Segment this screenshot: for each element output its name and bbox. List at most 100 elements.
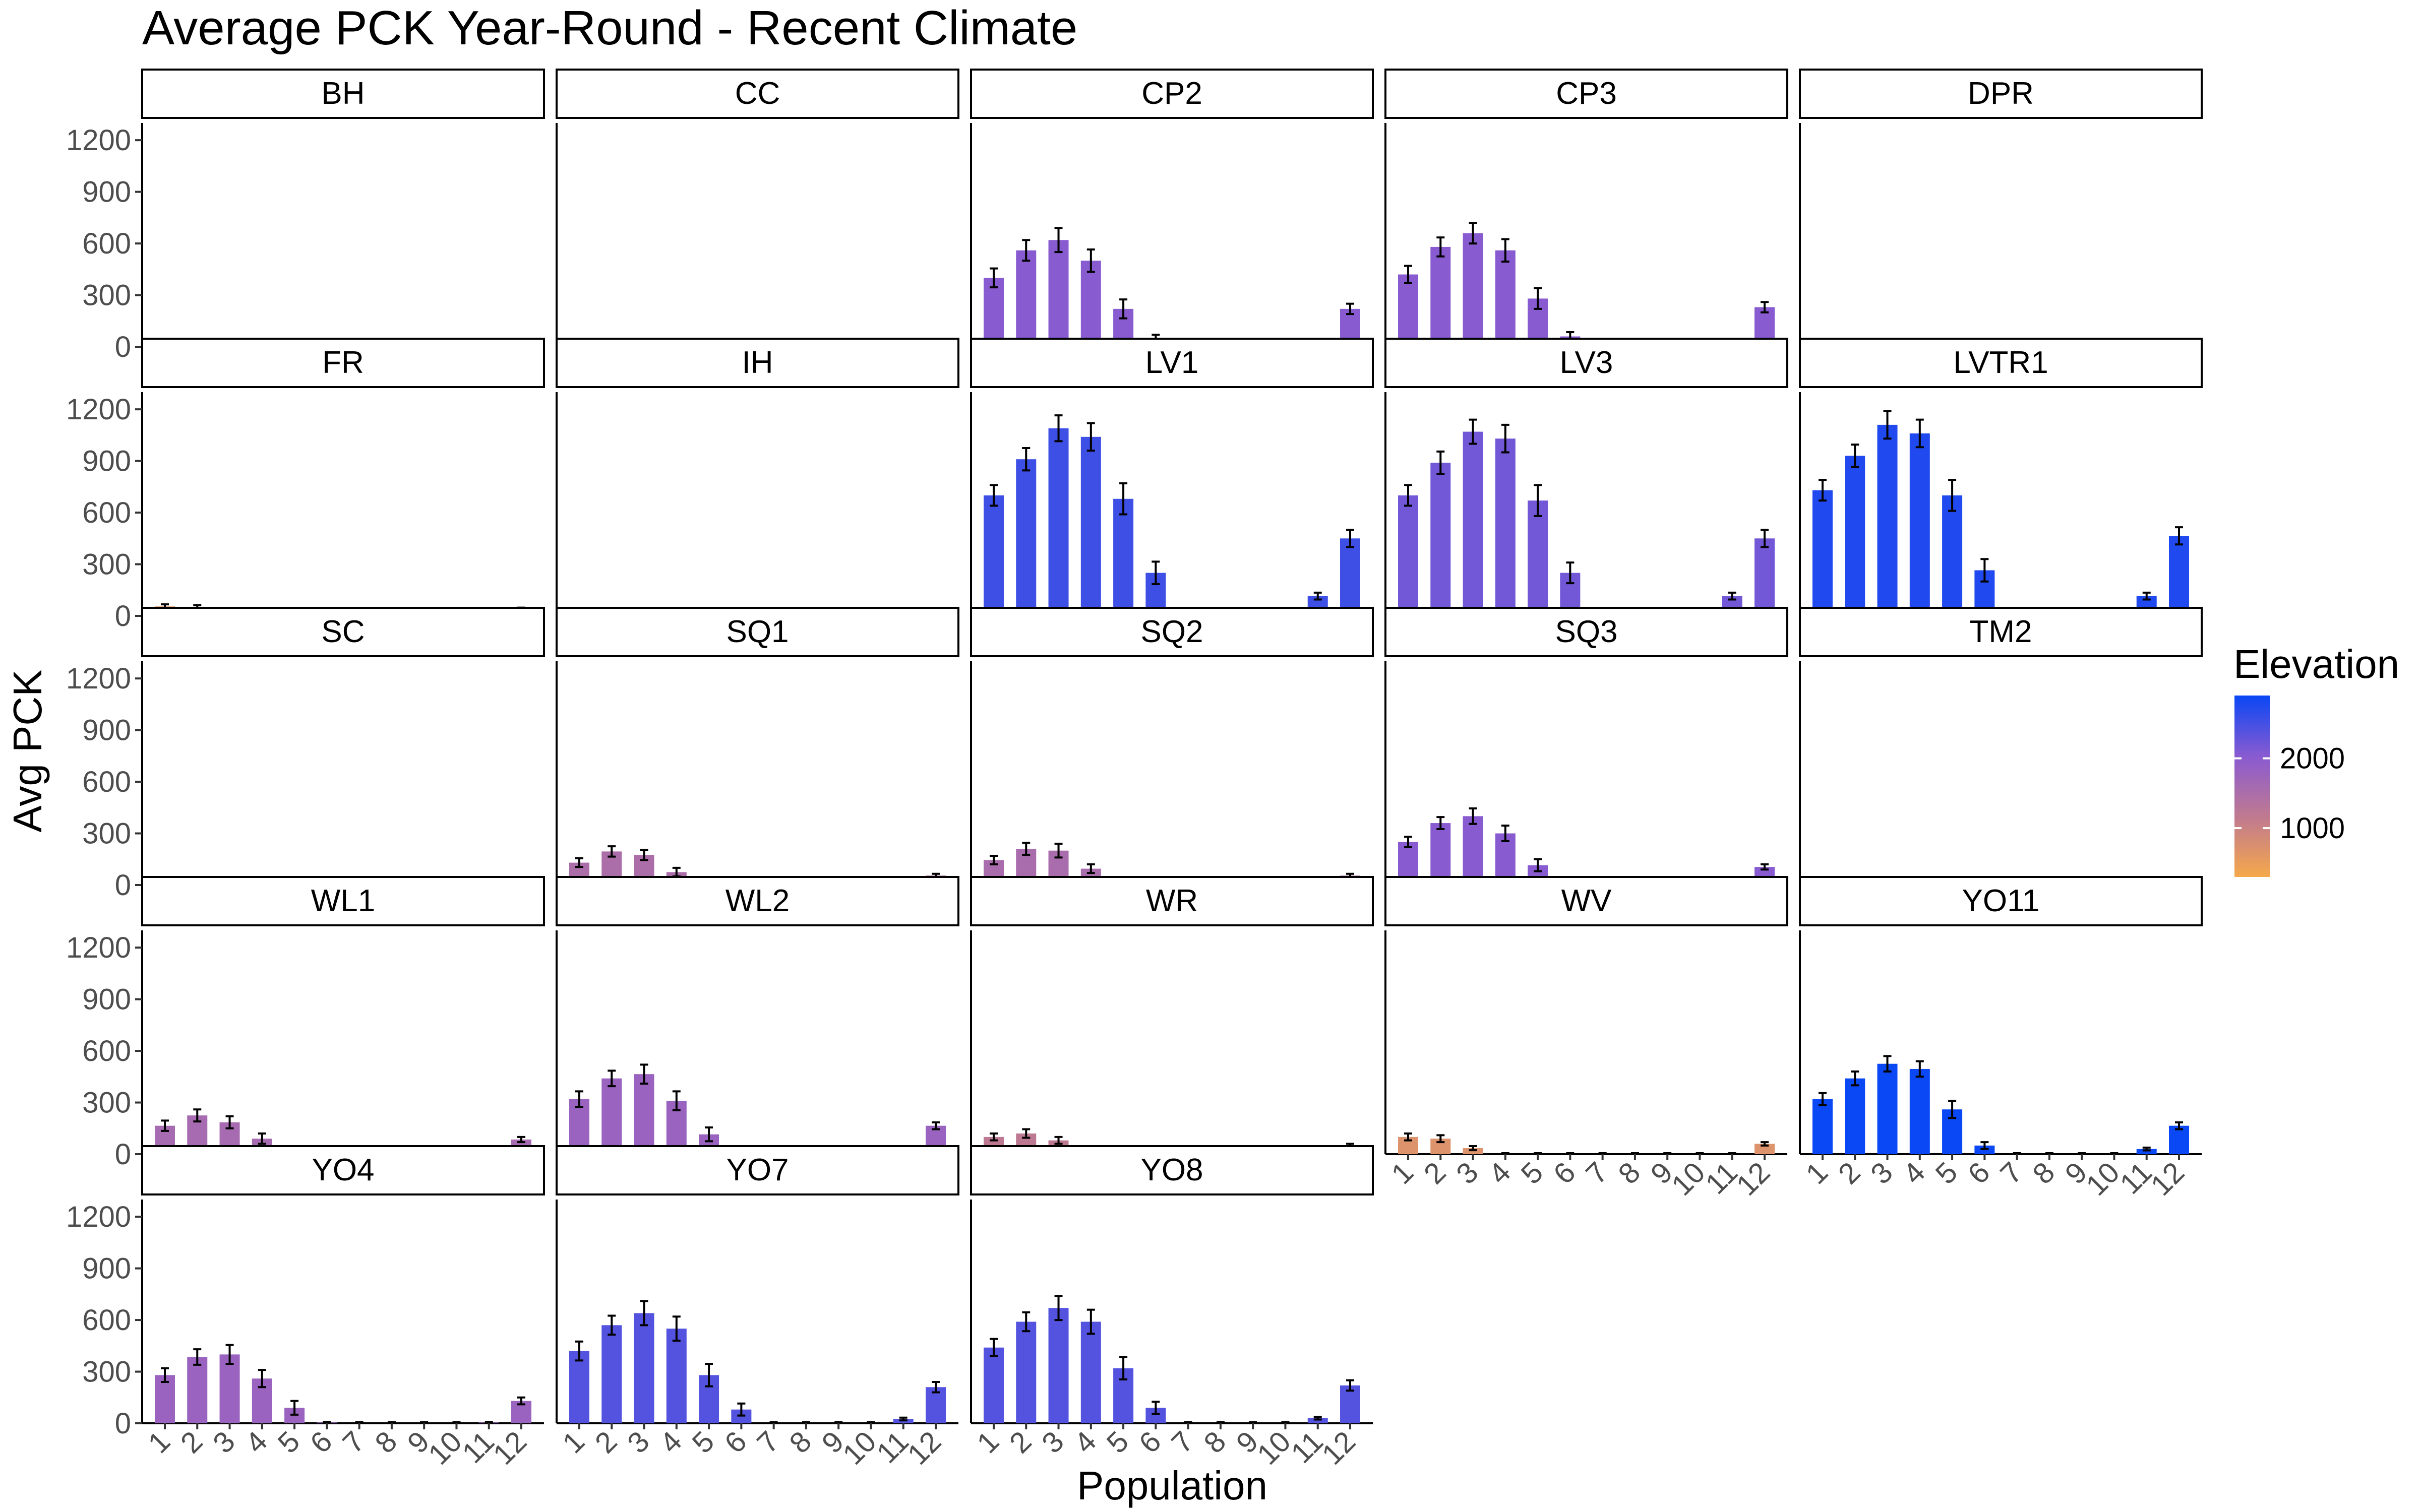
x-tick-label: 5 (686, 1425, 721, 1460)
panel-cc: CC (556, 69, 959, 348)
panel-strip (141, 338, 545, 388)
y-tick-label: 300 (82, 548, 131, 581)
panel-label: DPR (1968, 76, 2034, 111)
panel-label: LVTR1 (1953, 345, 2048, 380)
bar (1048, 240, 1069, 347)
panel-label: IH (742, 345, 773, 380)
panel-lv3: LV3 (1384, 338, 1788, 617)
x-tick-label: 4 (653, 1425, 688, 1460)
bar (1495, 250, 1516, 347)
bar (1016, 250, 1037, 347)
x-tick-label: 2 (589, 1425, 624, 1460)
panel-strip (970, 876, 1374, 926)
x-tick-label: 4 (1482, 1156, 1517, 1190)
panel-strip (141, 607, 545, 657)
x-tick-label: 12 (2145, 1156, 2191, 1202)
panel-label: SQ3 (1555, 614, 1617, 649)
x-tick-label: 2 (174, 1425, 209, 1460)
bar (634, 1313, 654, 1423)
x-tick-label: 7 (1994, 1156, 2029, 1190)
panel-strip (1384, 876, 1788, 926)
panel-strip (556, 69, 959, 119)
bar (601, 1325, 622, 1423)
bar (1463, 233, 1483, 347)
bar (601, 1078, 622, 1154)
panel-strip (1799, 876, 2203, 926)
panel-label: SQ1 (726, 614, 789, 649)
bar (1016, 1321, 1037, 1423)
x-tick-label: 5 (1929, 1156, 1964, 1190)
panel-fr: FR 0 300 600 900 1200 (66, 338, 545, 633)
panel-strip (1799, 69, 2203, 119)
x-tick-label: 12 (487, 1425, 533, 1471)
panel-label: WL2 (725, 884, 790, 918)
x-tick-label: 6 (304, 1425, 339, 1460)
x-tick-label: 3 (1036, 1425, 1070, 1460)
y-tick-label: 900 (82, 1252, 131, 1285)
bar (569, 1351, 589, 1423)
panel-strip (141, 1145, 545, 1195)
x-tick-label: 12 (901, 1425, 948, 1471)
y-tick-label: 600 (82, 496, 131, 529)
panel-sq3: SQ3 (1384, 607, 1788, 886)
panel-label: CP2 (1141, 76, 1202, 111)
y-tick-label: 900 (82, 445, 131, 478)
bar (1113, 498, 1134, 616)
bar (983, 278, 1004, 347)
x-tick-label: 1 (142, 1425, 176, 1460)
panel-sq2: SQ2 (970, 607, 1374, 886)
panel-strip (141, 69, 545, 119)
bar (1048, 1308, 1069, 1423)
y-tick-label: 300 (82, 1356, 131, 1389)
x-tick-label: 1 (556, 1425, 591, 1460)
bar (634, 1074, 654, 1154)
x-tick-label: 12 (1730, 1156, 1777, 1202)
panel-strip (556, 338, 959, 388)
panel-strip (970, 607, 1374, 657)
legend-title: Elevation (2233, 642, 2399, 686)
bar (983, 1347, 1004, 1423)
y-tick-label: 0 (115, 331, 131, 363)
panel-label: WV (1561, 884, 1612, 918)
bar (1398, 274, 1418, 347)
x-tick-label: 8 (783, 1425, 818, 1460)
bar (1812, 1099, 1833, 1154)
panel-bh: BH 0 300 600 900 1200 (66, 69, 545, 363)
chart-title: Average PCK Year-Round - Recent Climate (142, 1, 1077, 55)
x-tick-label: 6 (1133, 1425, 1168, 1460)
x-tick-label: 7 (1580, 1156, 1614, 1190)
y-tick-label: 1200 (66, 124, 131, 157)
bar (154, 1375, 175, 1423)
x-tick-label: 4 (1068, 1425, 1103, 1460)
x-tick-label: 7 (751, 1425, 785, 1460)
legend-ticks: 1000 2000 (2234, 742, 2345, 845)
bar (1812, 490, 1833, 616)
bar (1080, 261, 1101, 347)
panel-strip (1799, 338, 2203, 388)
panel-label: WL1 (311, 884, 375, 918)
y-tick-label: 600 (82, 766, 131, 798)
panel-strip (556, 1145, 959, 1195)
x-tick-label: 8 (1612, 1156, 1647, 1190)
y-tick-label: 0 (115, 869, 131, 902)
bar (2169, 536, 2190, 616)
bar (1430, 463, 1451, 616)
y-tick-label: 1200 (66, 931, 131, 964)
y-tick-label: 300 (82, 817, 131, 850)
x-tick-label: 1 (1385, 1156, 1420, 1190)
panel-label: FR (322, 345, 364, 380)
x-tick-label: 8 (2026, 1156, 2061, 1190)
bar (1942, 495, 1963, 616)
x-tick-label: 7 (1165, 1425, 1200, 1460)
x-tick-label: 6 (718, 1425, 753, 1460)
panel-label: WR (1146, 884, 1198, 918)
bar (1080, 1321, 1101, 1423)
bar (1430, 823, 1451, 885)
x-tick-label: 3 (621, 1425, 656, 1460)
bar (1845, 456, 1865, 616)
x-tick-label: 12 (1316, 1425, 1362, 1471)
